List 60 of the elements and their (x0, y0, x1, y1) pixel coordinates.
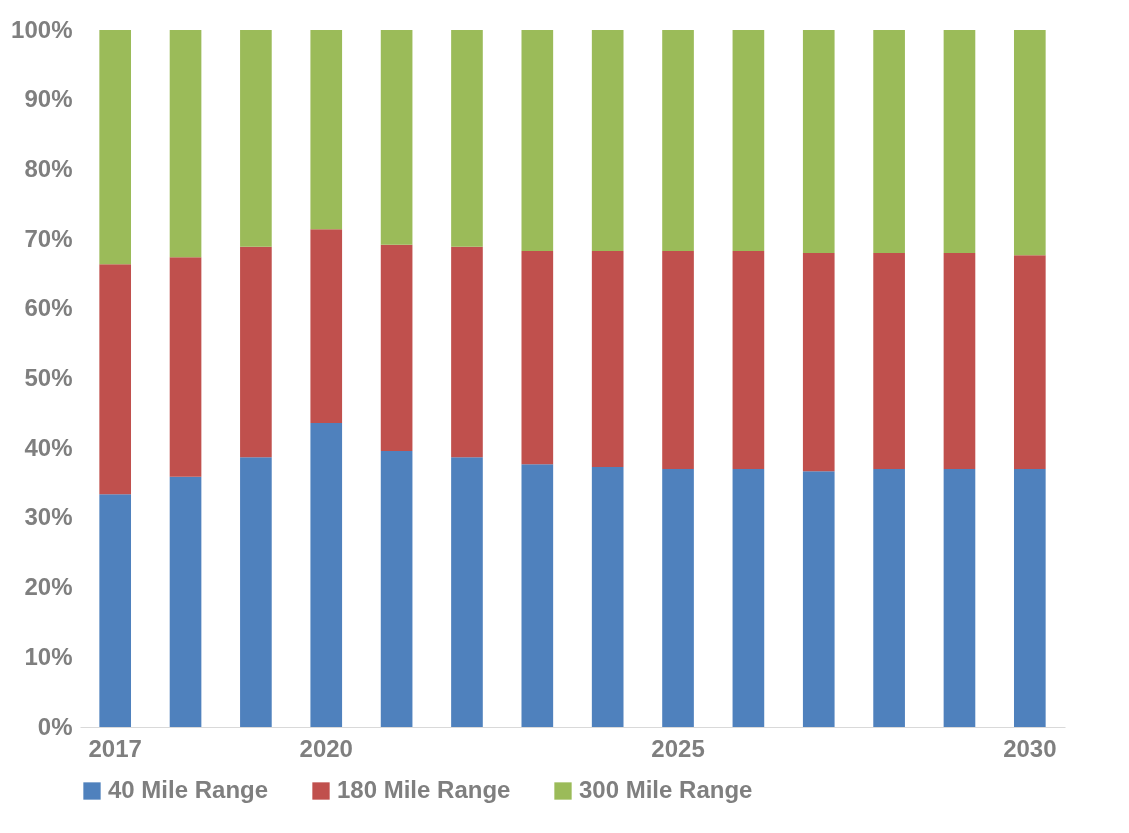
y-tick-label: 40% (24, 433, 73, 461)
y-tick-label: 30% (24, 503, 73, 531)
bar (310, 229, 343, 424)
bar (662, 250, 694, 470)
bar (240, 246, 272, 458)
y-tick-label: 70% (24, 224, 73, 252)
y-tick-label: 90% (24, 85, 73, 113)
bar (521, 30, 554, 251)
bar (943, 469, 976, 727)
bar (240, 457, 272, 727)
y-tick-label: 60% (24, 294, 73, 322)
legend-label: 300 Mile Range (579, 776, 753, 803)
x-tick-label: 2017 (88, 734, 142, 762)
bar (591, 250, 624, 468)
bar (451, 246, 483, 458)
bar (99, 30, 132, 265)
y-tick-label: 100% (11, 15, 73, 43)
bar (240, 30, 272, 247)
y-tick-label: 0% (37, 712, 73, 740)
bar (99, 264, 132, 495)
bar (873, 469, 905, 727)
bar (943, 30, 976, 254)
legend-label: 40 Mile Range (108, 776, 269, 803)
bar (521, 250, 554, 465)
legend-label: 180 Mile Range (337, 776, 511, 803)
bar (1013, 469, 1046, 727)
bar (802, 30, 835, 254)
bar (802, 471, 835, 727)
bar (1013, 255, 1046, 470)
bar (169, 257, 202, 477)
bar (591, 467, 624, 727)
y-tick-label: 10% (24, 642, 73, 670)
bar (380, 244, 413, 451)
bar (451, 457, 483, 727)
bar (732, 250, 765, 470)
y-tick-label: 20% (24, 573, 73, 601)
bar (310, 30, 343, 230)
bar (99, 494, 132, 727)
bar (732, 469, 765, 727)
x-tick-label: 2020 (299, 734, 353, 762)
x-tick-label: 2025 (651, 734, 705, 762)
bar (662, 30, 694, 251)
bar (943, 253, 976, 470)
bar (380, 30, 413, 245)
bar (873, 30, 905, 254)
x-tick-label: 2030 (1003, 734, 1057, 762)
bar (802, 253, 835, 472)
bar (380, 450, 413, 727)
y-tick-label: 80% (24, 154, 73, 182)
bar (1013, 30, 1046, 256)
y-tick-label: 50% (24, 364, 73, 391)
bar (169, 30, 202, 258)
bar (732, 30, 765, 251)
bar (451, 30, 483, 247)
bar (521, 464, 554, 727)
bar (591, 30, 624, 251)
bar (873, 253, 905, 470)
bar (662, 469, 694, 727)
bar (310, 423, 343, 727)
bar (169, 476, 202, 727)
